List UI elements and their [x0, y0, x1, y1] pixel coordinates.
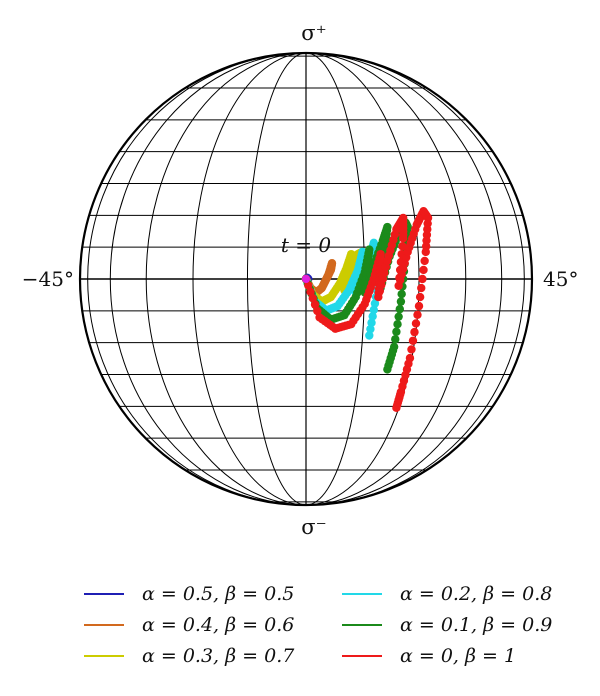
data-point [392, 327, 401, 336]
legend-item: α = 0.4, β = 0.6 [84, 609, 294, 640]
data-point [306, 287, 315, 297]
pole-bottom-label: σ⁻ [301, 515, 326, 539]
bloch-sphere-chart: σ⁺ σ⁻ −45° 45° t = 0 [22, 21, 579, 539]
start-annotation: t = 0 [281, 233, 332, 257]
legend-item: α = 0.5, β = 0.5 [84, 578, 294, 609]
legend: α = 0.5, β = 0.5 α = 0.4, β = 0.6 α = 0.… [0, 578, 600, 688]
series-5 [301, 207, 433, 413]
data-point [418, 274, 427, 284]
data-point [365, 331, 374, 340]
data-point [383, 365, 392, 374]
data-point [391, 335, 400, 344]
left-angle-label: −45° [22, 267, 74, 291]
data-point [396, 297, 406, 306]
data-point [408, 336, 418, 345]
legend-swatch [342, 592, 382, 595]
data-point [313, 306, 322, 316]
data-point [369, 305, 378, 315]
legend-swatch [84, 654, 124, 657]
data-point [394, 312, 403, 321]
right-angle-label: 45° [543, 267, 578, 291]
data-point [370, 299, 380, 308]
data-point [398, 242, 407, 251]
data-point [368, 312, 377, 321]
pole-top-label: σ⁺ [301, 21, 326, 45]
data-point [324, 270, 333, 279]
legend-label: α = 0.4, β = 0.6 [142, 613, 295, 636]
data-point [417, 283, 426, 293]
legend-label: α = 0.1, β = 0.9 [400, 613, 553, 636]
data-point [310, 300, 320, 309]
trajectory-points [301, 207, 433, 413]
data-point [398, 234, 408, 243]
legend-column-right: α = 0.2, β = 0.8 α = 0.1, β = 0.9 α = 0,… [342, 578, 552, 671]
data-point [419, 265, 428, 275]
start-marker [302, 275, 310, 283]
data-point [393, 320, 402, 329]
legend-swatch [342, 623, 382, 626]
legend-label: α = 0.3, β = 0.7 [142, 644, 295, 667]
data-point [395, 304, 404, 314]
legend-item: α = 0.2, β = 0.8 [342, 578, 552, 609]
legend-swatch [84, 623, 124, 626]
legend-item: α = 0.1, β = 0.9 [342, 609, 552, 640]
data-point [304, 281, 313, 290]
legend-label: α = 0.2, β = 0.8 [400, 582, 553, 605]
data-point [367, 318, 376, 327]
data-point [410, 327, 419, 337]
legend-column-left: α = 0.5, β = 0.5 α = 0.4, β = 0.6 α = 0.… [84, 578, 294, 671]
data-point [420, 256, 429, 266]
data-point [407, 345, 416, 354]
data-point [392, 403, 401, 413]
data-point [413, 310, 422, 319]
data-point [414, 301, 424, 311]
data-point [397, 289, 406, 299]
legend-swatch [342, 654, 382, 657]
legend-swatch [84, 592, 124, 595]
legend-item: α = 0.3, β = 0.7 [84, 640, 294, 671]
data-point [411, 319, 421, 328]
data-point [421, 247, 430, 257]
data-point [366, 324, 375, 334]
data-point [308, 294, 317, 303]
legend-label: α = 0.5, β = 0.5 [142, 582, 295, 605]
legend-label: α = 0, β = 1 [400, 644, 517, 667]
data-point [415, 292, 425, 302]
legend-item: α = 0, β = 1 [342, 640, 552, 671]
